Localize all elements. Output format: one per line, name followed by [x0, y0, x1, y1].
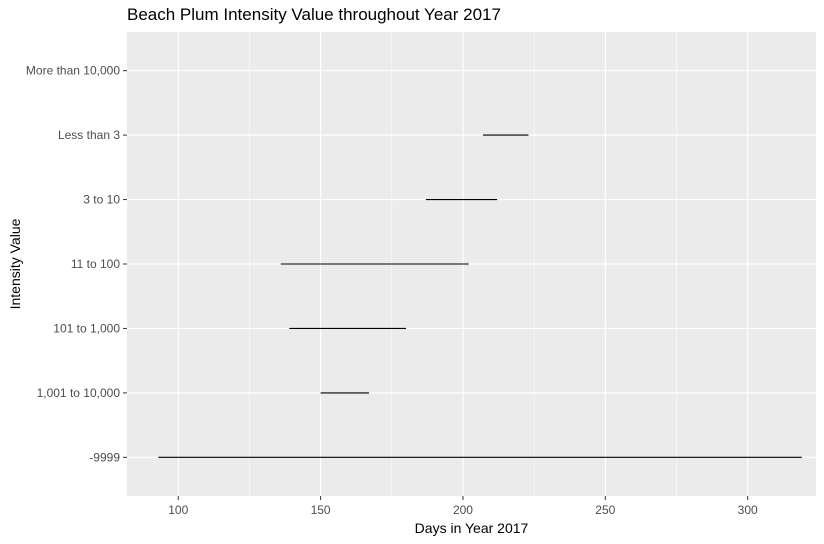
y-tick-label: 1,001 to 10,000 — [37, 386, 121, 400]
y-tick-label: 11 to 100 — [71, 257, 120, 271]
y-axis: -9999 1,001 to 10,000 101 to 1,000 11 to 10… — [26, 64, 127, 464]
x-tick-label: 300 — [738, 503, 758, 517]
x-axis: 100 150 200 250 300 — [168, 496, 758, 517]
x-tick-label: 200 — [453, 503, 473, 517]
x-axis-label: Days in Year 2017 — [415, 520, 529, 536]
y-axis-label: Intensity Value — [7, 218, 23, 309]
x-tick-label: 250 — [595, 503, 615, 517]
x-tick-label: 150 — [311, 503, 331, 517]
chart-title: Beach Plum Intensity Value throughout Ye… — [127, 5, 501, 24]
data-segments — [158, 134, 802, 458]
y-tick-label: More than 10,000 — [26, 64, 120, 78]
y-tick-label: 101 to 1,000 — [53, 321, 120, 335]
y-tick-label: Less than 3 — [58, 128, 120, 142]
y-tick-label: 3 to 10 — [83, 193, 120, 207]
x-tick-label: 100 — [168, 503, 188, 517]
y-tick-label: -9999 — [89, 450, 120, 464]
